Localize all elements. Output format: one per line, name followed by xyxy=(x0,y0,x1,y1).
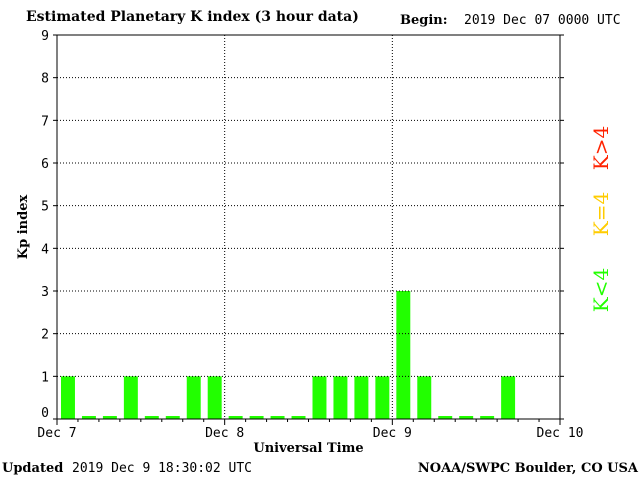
kp-bar xyxy=(480,416,495,419)
kp-bar xyxy=(396,291,411,419)
y-tick-label: 3 xyxy=(41,285,49,300)
kp-bar xyxy=(459,416,474,419)
kp-bar xyxy=(270,416,285,419)
credit-text: NOAA/SWPC Boulder, CO USA xyxy=(417,461,638,476)
y-tick-label: 1 xyxy=(41,370,49,385)
y-tick-label: 4 xyxy=(41,242,49,257)
kp-bar xyxy=(501,376,516,419)
kp-bar xyxy=(333,376,348,419)
y-tick-label: 7 xyxy=(41,114,49,129)
begin-label: Begin: xyxy=(400,13,448,28)
kp-bar xyxy=(375,376,390,419)
y-tick-label: 0 xyxy=(41,406,49,421)
y-tick-label: 6 xyxy=(41,157,49,172)
x-tick-label: Dec 7 xyxy=(37,426,76,441)
legend-label: K>4 xyxy=(589,126,613,170)
kp-bar xyxy=(312,376,327,419)
y-tick-label: 2 xyxy=(41,328,49,343)
y-axis-label: Kp index xyxy=(16,195,31,260)
kp-bar xyxy=(81,416,96,419)
x-tick-label: Dec 9 xyxy=(373,426,412,441)
legend-label: K<4 xyxy=(589,268,613,312)
kp-bar xyxy=(291,416,306,419)
kp-bar xyxy=(207,376,222,419)
updated-value: 2019 Dec 9 18:30:02 UTC xyxy=(72,461,253,476)
kp-bar xyxy=(417,376,432,419)
kp-bar xyxy=(438,416,453,419)
x-axis-label: Universal Time xyxy=(253,441,363,456)
kp-bar xyxy=(144,416,159,419)
y-tick-label: 5 xyxy=(41,200,49,215)
kp-bar xyxy=(228,416,243,419)
y-tick-label: 8 xyxy=(41,72,49,87)
plot-frame xyxy=(56,34,561,420)
chart-title: Estimated Planetary K index (3 hour data… xyxy=(26,9,359,25)
x-tick-label: Dec 10 xyxy=(537,426,584,441)
legend-label: K=4 xyxy=(589,192,613,236)
updated-label: Updated xyxy=(2,461,64,476)
kp-bar xyxy=(354,376,369,419)
x-tick-label: Dec 8 xyxy=(205,426,244,441)
kp-bar xyxy=(102,416,117,419)
kp-bar xyxy=(165,416,180,419)
begin-value: 2019 Dec 07 0000 UTC xyxy=(464,13,621,28)
y-tick-label: 9 xyxy=(41,29,49,44)
kp-bar xyxy=(186,376,201,419)
kp-bar xyxy=(123,376,138,419)
kp-bar xyxy=(249,416,264,419)
kp-bar xyxy=(61,376,75,419)
